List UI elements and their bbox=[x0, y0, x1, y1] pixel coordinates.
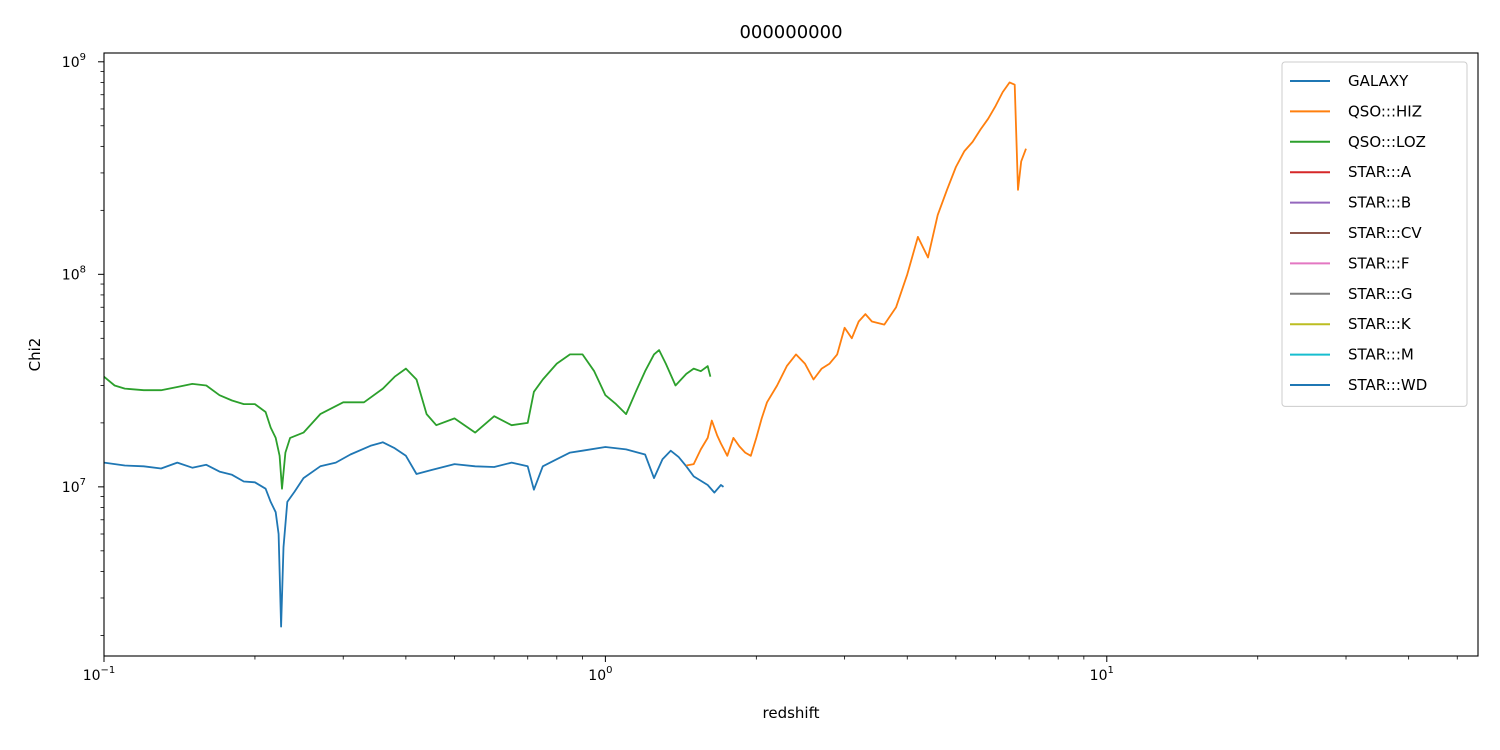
legend-label: STAR:::F bbox=[1348, 254, 1410, 272]
legend-entry[interactable]: STAR:::K bbox=[1290, 315, 1412, 333]
legend-entry[interactable]: STAR:::A bbox=[1290, 163, 1412, 181]
x-tick-label: 10−1 bbox=[83, 665, 116, 684]
legend-label: STAR:::K bbox=[1348, 315, 1412, 333]
legend-entry[interactable]: GALAXY bbox=[1290, 72, 1409, 90]
legend-label: QSO:::LOZ bbox=[1348, 133, 1426, 151]
y-axis-label: Chi2 bbox=[26, 338, 44, 372]
y-tick-label: 109 bbox=[62, 52, 86, 71]
legend-label: QSO:::HIZ bbox=[1348, 102, 1422, 120]
x-axis-label: redshift bbox=[763, 704, 820, 722]
y-tick-label: 107 bbox=[62, 477, 86, 496]
legend-label: STAR:::B bbox=[1348, 194, 1411, 212]
legend[interactable]: GALAXYQSO:::HIZQSO:::LOZSTAR:::ASTAR:::B… bbox=[1281, 61, 1468, 407]
legend-box bbox=[1281, 61, 1468, 407]
legend-entry[interactable]: STAR:::G bbox=[1290, 285, 1413, 303]
plot-frame bbox=[103, 52, 1479, 657]
y-tick-label: 108 bbox=[62, 264, 86, 283]
series-layer bbox=[104, 81, 1027, 628]
axis-ticks: 10−1 100 101 107 108 109 bbox=[62, 52, 1458, 684]
legend-label: GALAXY bbox=[1348, 72, 1409, 90]
series-line-galaxy bbox=[104, 441, 725, 628]
chart-title: 000000000 bbox=[739, 22, 842, 43]
legend-label: STAR:::M bbox=[1348, 346, 1414, 364]
legend-entry[interactable]: STAR:::F bbox=[1290, 254, 1410, 272]
series-line-qso-hiz bbox=[686, 81, 1027, 467]
legend-label: STAR:::A bbox=[1348, 163, 1412, 181]
legend-entry[interactable]: QSO:::HIZ bbox=[1290, 102, 1422, 120]
legend-entry[interactable]: STAR:::CV bbox=[1290, 224, 1422, 242]
x-tick-label: 101 bbox=[1090, 665, 1114, 684]
legend-entry[interactable]: STAR:::M bbox=[1290, 346, 1414, 364]
legend-label: STAR:::WD bbox=[1348, 376, 1427, 394]
legend-label: STAR:::CV bbox=[1348, 224, 1422, 242]
legend-entry[interactable]: STAR:::WD bbox=[1290, 376, 1427, 394]
x-tick-label: 100 bbox=[588, 665, 612, 684]
series-line-qso-loz bbox=[104, 349, 712, 490]
legend-label: STAR:::G bbox=[1348, 285, 1413, 303]
legend-entry[interactable]: STAR:::B bbox=[1290, 194, 1411, 212]
legend-entry[interactable]: QSO:::LOZ bbox=[1290, 133, 1426, 151]
